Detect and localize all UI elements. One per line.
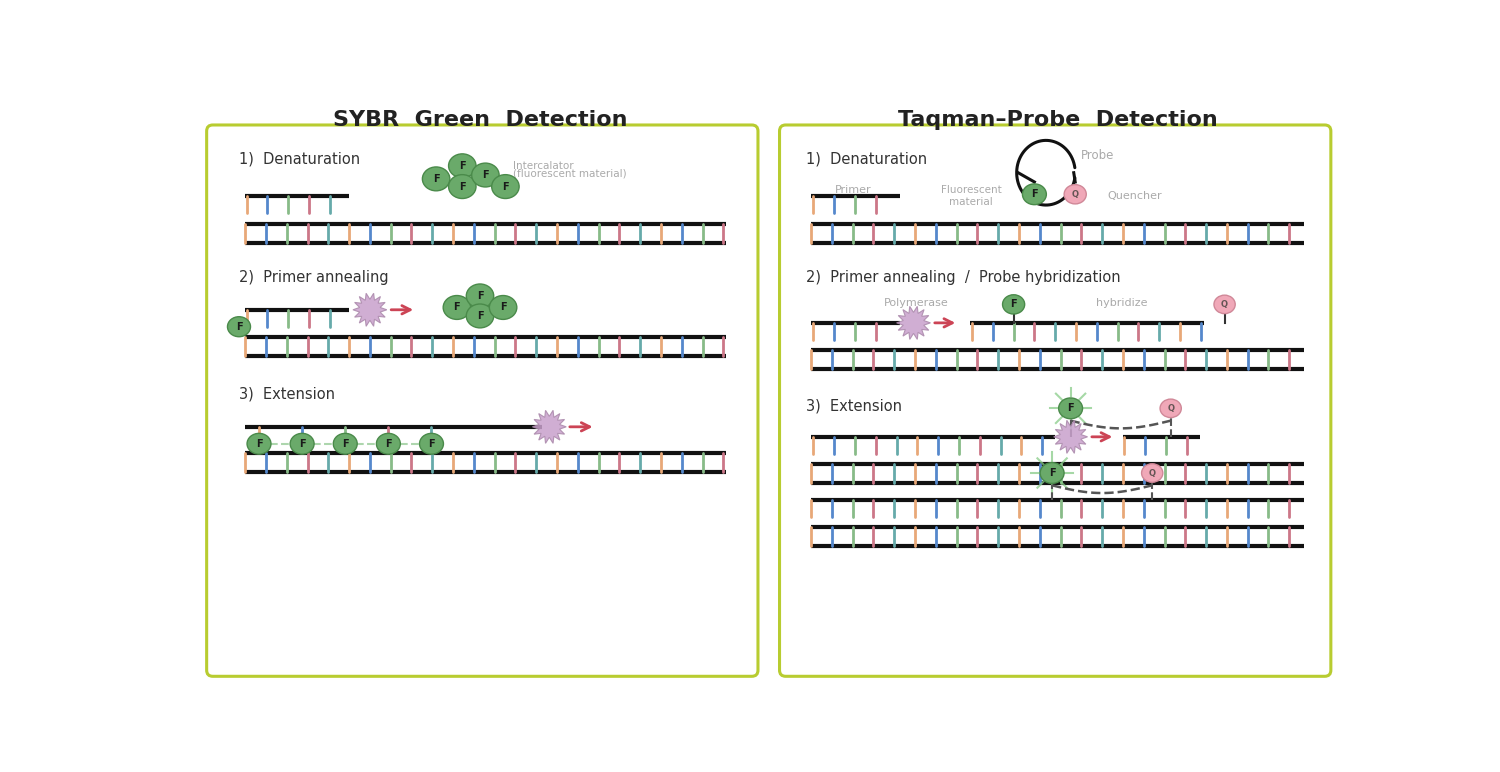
FancyBboxPatch shape xyxy=(207,125,758,676)
Ellipse shape xyxy=(471,163,500,187)
Ellipse shape xyxy=(466,284,494,308)
Ellipse shape xyxy=(1142,464,1162,482)
Text: F: F xyxy=(1048,468,1056,478)
Text: Fluorescent
material: Fluorescent material xyxy=(940,185,1002,207)
Text: Primer: Primer xyxy=(836,185,872,195)
Polygon shape xyxy=(352,293,387,327)
Ellipse shape xyxy=(448,174,476,198)
Ellipse shape xyxy=(423,167,450,191)
Ellipse shape xyxy=(1040,462,1064,483)
Text: F: F xyxy=(255,438,262,449)
Ellipse shape xyxy=(1023,184,1047,205)
Text: Q: Q xyxy=(1071,190,1078,198)
Text: F: F xyxy=(477,311,483,321)
Polygon shape xyxy=(1053,420,1088,453)
Ellipse shape xyxy=(248,433,272,454)
Text: Intercalator: Intercalator xyxy=(513,161,573,171)
Ellipse shape xyxy=(448,154,476,178)
Text: F: F xyxy=(1011,300,1017,310)
Text: Quencher: Quencher xyxy=(1107,191,1162,201)
Text: Q: Q xyxy=(1149,469,1155,478)
Text: F: F xyxy=(459,181,465,191)
Text: 2)  Primer annealing  /  Probe hybridization: 2) Primer annealing / Probe hybridizatio… xyxy=(806,269,1120,285)
Ellipse shape xyxy=(228,317,251,337)
Ellipse shape xyxy=(1059,398,1083,418)
Text: 1)  Denaturation: 1) Denaturation xyxy=(238,152,360,167)
Text: F: F xyxy=(427,438,435,449)
Text: F: F xyxy=(1068,403,1074,413)
Ellipse shape xyxy=(466,304,494,328)
Text: (fluorescent material): (fluorescent material) xyxy=(513,169,627,179)
Polygon shape xyxy=(897,306,930,340)
Ellipse shape xyxy=(290,433,314,454)
Ellipse shape xyxy=(420,433,444,454)
Ellipse shape xyxy=(492,174,519,198)
FancyBboxPatch shape xyxy=(780,125,1330,676)
Ellipse shape xyxy=(376,433,400,454)
Text: F: F xyxy=(298,438,306,449)
Text: F: F xyxy=(386,438,392,449)
Text: SYBR  Green  Detection: SYBR Green Detection xyxy=(333,110,627,130)
Ellipse shape xyxy=(1064,185,1086,204)
Text: F: F xyxy=(477,291,483,301)
Ellipse shape xyxy=(1214,295,1234,313)
Text: Polymerase: Polymerase xyxy=(884,298,950,308)
Text: Q: Q xyxy=(1221,300,1228,309)
Ellipse shape xyxy=(442,296,471,320)
Text: F: F xyxy=(1030,189,1038,199)
Text: 3)  Extension: 3) Extension xyxy=(238,387,334,401)
Text: 1)  Denaturation: 1) Denaturation xyxy=(806,152,927,167)
Text: hybridize: hybridize xyxy=(1095,298,1148,308)
Text: Probe: Probe xyxy=(1082,149,1114,162)
Text: Taqman–Probe  Detection: Taqman–Probe Detection xyxy=(897,110,1218,130)
Text: F: F xyxy=(500,303,507,313)
Ellipse shape xyxy=(1002,295,1025,314)
Ellipse shape xyxy=(1160,399,1182,418)
Text: F: F xyxy=(459,161,465,171)
Text: 3)  Extension: 3) Extension xyxy=(806,398,901,413)
Text: F: F xyxy=(236,322,243,332)
Text: F: F xyxy=(453,303,460,313)
Ellipse shape xyxy=(333,433,357,454)
Text: F: F xyxy=(482,170,489,180)
Text: F: F xyxy=(503,181,509,191)
Text: 2)  Primer annealing: 2) Primer annealing xyxy=(238,269,388,285)
Text: F: F xyxy=(433,174,439,184)
Polygon shape xyxy=(532,410,566,443)
Text: Q: Q xyxy=(1167,404,1174,413)
Text: F: F xyxy=(342,438,348,449)
Ellipse shape xyxy=(489,296,518,320)
